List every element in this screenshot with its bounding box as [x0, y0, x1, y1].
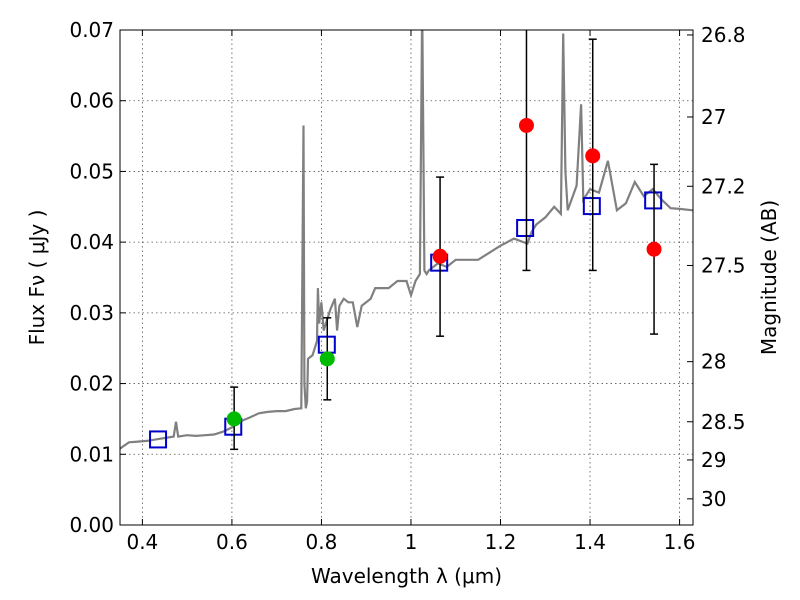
y-tick-label: 0.04 — [69, 230, 114, 254]
red-data-point — [518, 117, 534, 133]
x-tick-label: 0.8 — [306, 530, 338, 554]
x-tick-label: 0.6 — [216, 530, 248, 554]
grid-layer — [120, 29, 693, 526]
green-data-point — [226, 411, 242, 427]
red-data-point — [646, 241, 662, 257]
right-tick-label: 27.2 — [701, 174, 746, 198]
blue-square-point — [516, 219, 535, 237]
right-tick-label: 27.5 — [701, 253, 746, 277]
y-tick-label: 0.07 — [69, 18, 114, 42]
right-tick-label: 30 — [701, 487, 726, 511]
y-tick-label: 0.05 — [69, 159, 114, 183]
right-tick-label: 29 — [701, 448, 726, 472]
x-tick-label: 1.6 — [664, 530, 696, 554]
x-tick-label: 1 — [405, 530, 418, 554]
series-layer — [120, 30, 693, 451]
green-data-point — [319, 351, 335, 367]
model-spectrum-line — [120, 30, 693, 450]
right-tick-label: 26.8 — [701, 23, 746, 47]
y-tick-label: 0.06 — [69, 89, 114, 113]
x-axis-label: Wavelength λ (μm) — [311, 564, 502, 588]
right-tick-label: 28.5 — [701, 410, 746, 434]
y-axis-label: Flux Fν ( μJy ) — [25, 210, 49, 346]
plot-frame — [119, 29, 694, 526]
y-tick-label: 0.00 — [69, 513, 114, 537]
right-tick-label: 28 — [701, 350, 726, 374]
x-tick-label: 1.2 — [485, 530, 517, 554]
y-tick-label: 0.03 — [69, 301, 114, 325]
tick-layer: 0.4 0.6 0.8 1 1.2 1.4 1.6 0.00 0.01 0.02 0.03 0.04 0… — [69, 18, 745, 554]
red-data-point — [432, 248, 448, 264]
y-axis-right-label: Magnitude (AB) — [757, 200, 781, 355]
blue-square-point — [644, 191, 663, 210]
y-tick-label: 0.02 — [69, 372, 114, 396]
red-data-point — [585, 148, 601, 164]
blue-square-point — [582, 197, 601, 216]
x-tick-label: 1.4 — [574, 530, 606, 554]
y-tick-label: 0.01 — [69, 442, 114, 466]
blue-square-point — [149, 430, 168, 449]
right-tick-label: 27 — [701, 105, 726, 129]
x-tick-label: 0.4 — [126, 530, 158, 554]
